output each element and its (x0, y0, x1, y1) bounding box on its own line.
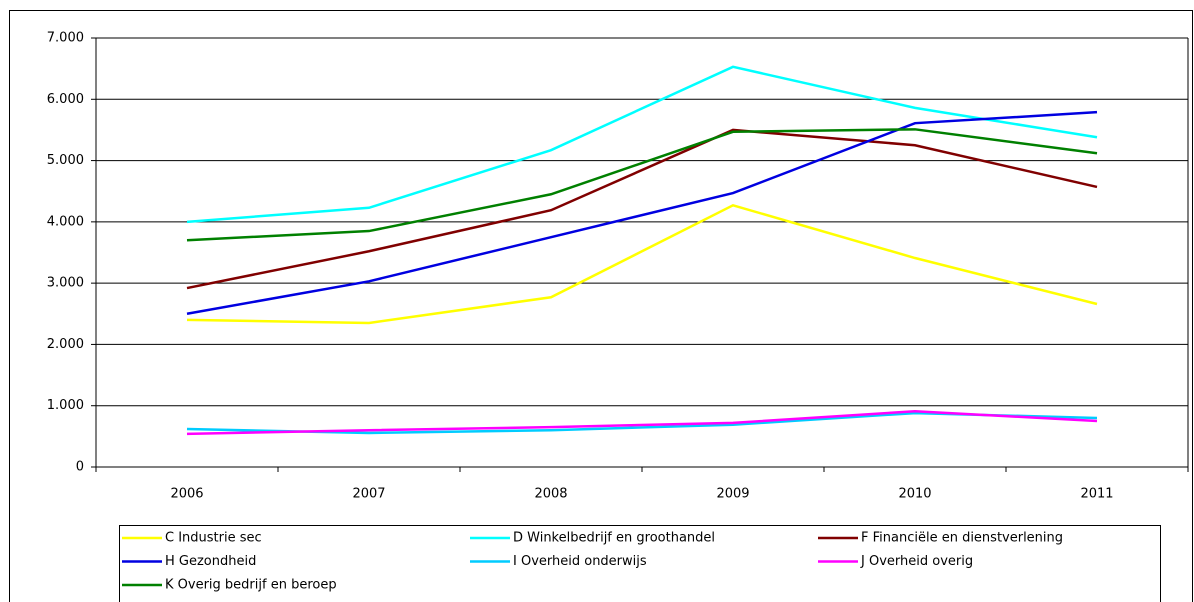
legend-label: I Overheid onderwijs (513, 554, 647, 569)
y-tick-label: 0 (76, 460, 84, 475)
y-tick-label: 7.000 (47, 31, 84, 46)
series-line (186, 203, 1098, 325)
x-tick-label: 2006 (170, 487, 203, 502)
y-tick-label: 3.000 (47, 276, 84, 291)
y-tick-label: 2.000 (47, 337, 84, 352)
y-tick-label: 6.000 (47, 92, 84, 107)
x-tick-label: 2007 (352, 487, 385, 502)
y-tick-label: 4.000 (47, 214, 84, 229)
legend-label: D Winkelbedrijf en groothandel (513, 531, 715, 546)
legend-label: F Financiële en dienstverlening (861, 531, 1063, 546)
legend-label: J Overheid overig (860, 554, 973, 569)
y-tick-label: 5.000 (47, 153, 84, 168)
series-line (186, 409, 1098, 436)
legend-box (119, 525, 1161, 602)
series-line (186, 128, 1098, 290)
series-line (186, 128, 1098, 242)
y-tick-label: 1.000 (47, 398, 84, 413)
x-tick-label: 2010 (898, 487, 931, 502)
series-line (186, 65, 1098, 224)
x-tick-label: 2009 (716, 487, 749, 502)
chart-frame (9, 10, 1193, 602)
x-tick-label: 2008 (534, 487, 567, 502)
legend-label: K Overig bedrijf en beroep (165, 578, 337, 593)
series-line (186, 110, 1098, 316)
legend-label: C Industrie sec (165, 531, 262, 546)
legend-label: H Gezondheid (165, 554, 256, 569)
x-tick-label: 2011 (1080, 487, 1113, 502)
